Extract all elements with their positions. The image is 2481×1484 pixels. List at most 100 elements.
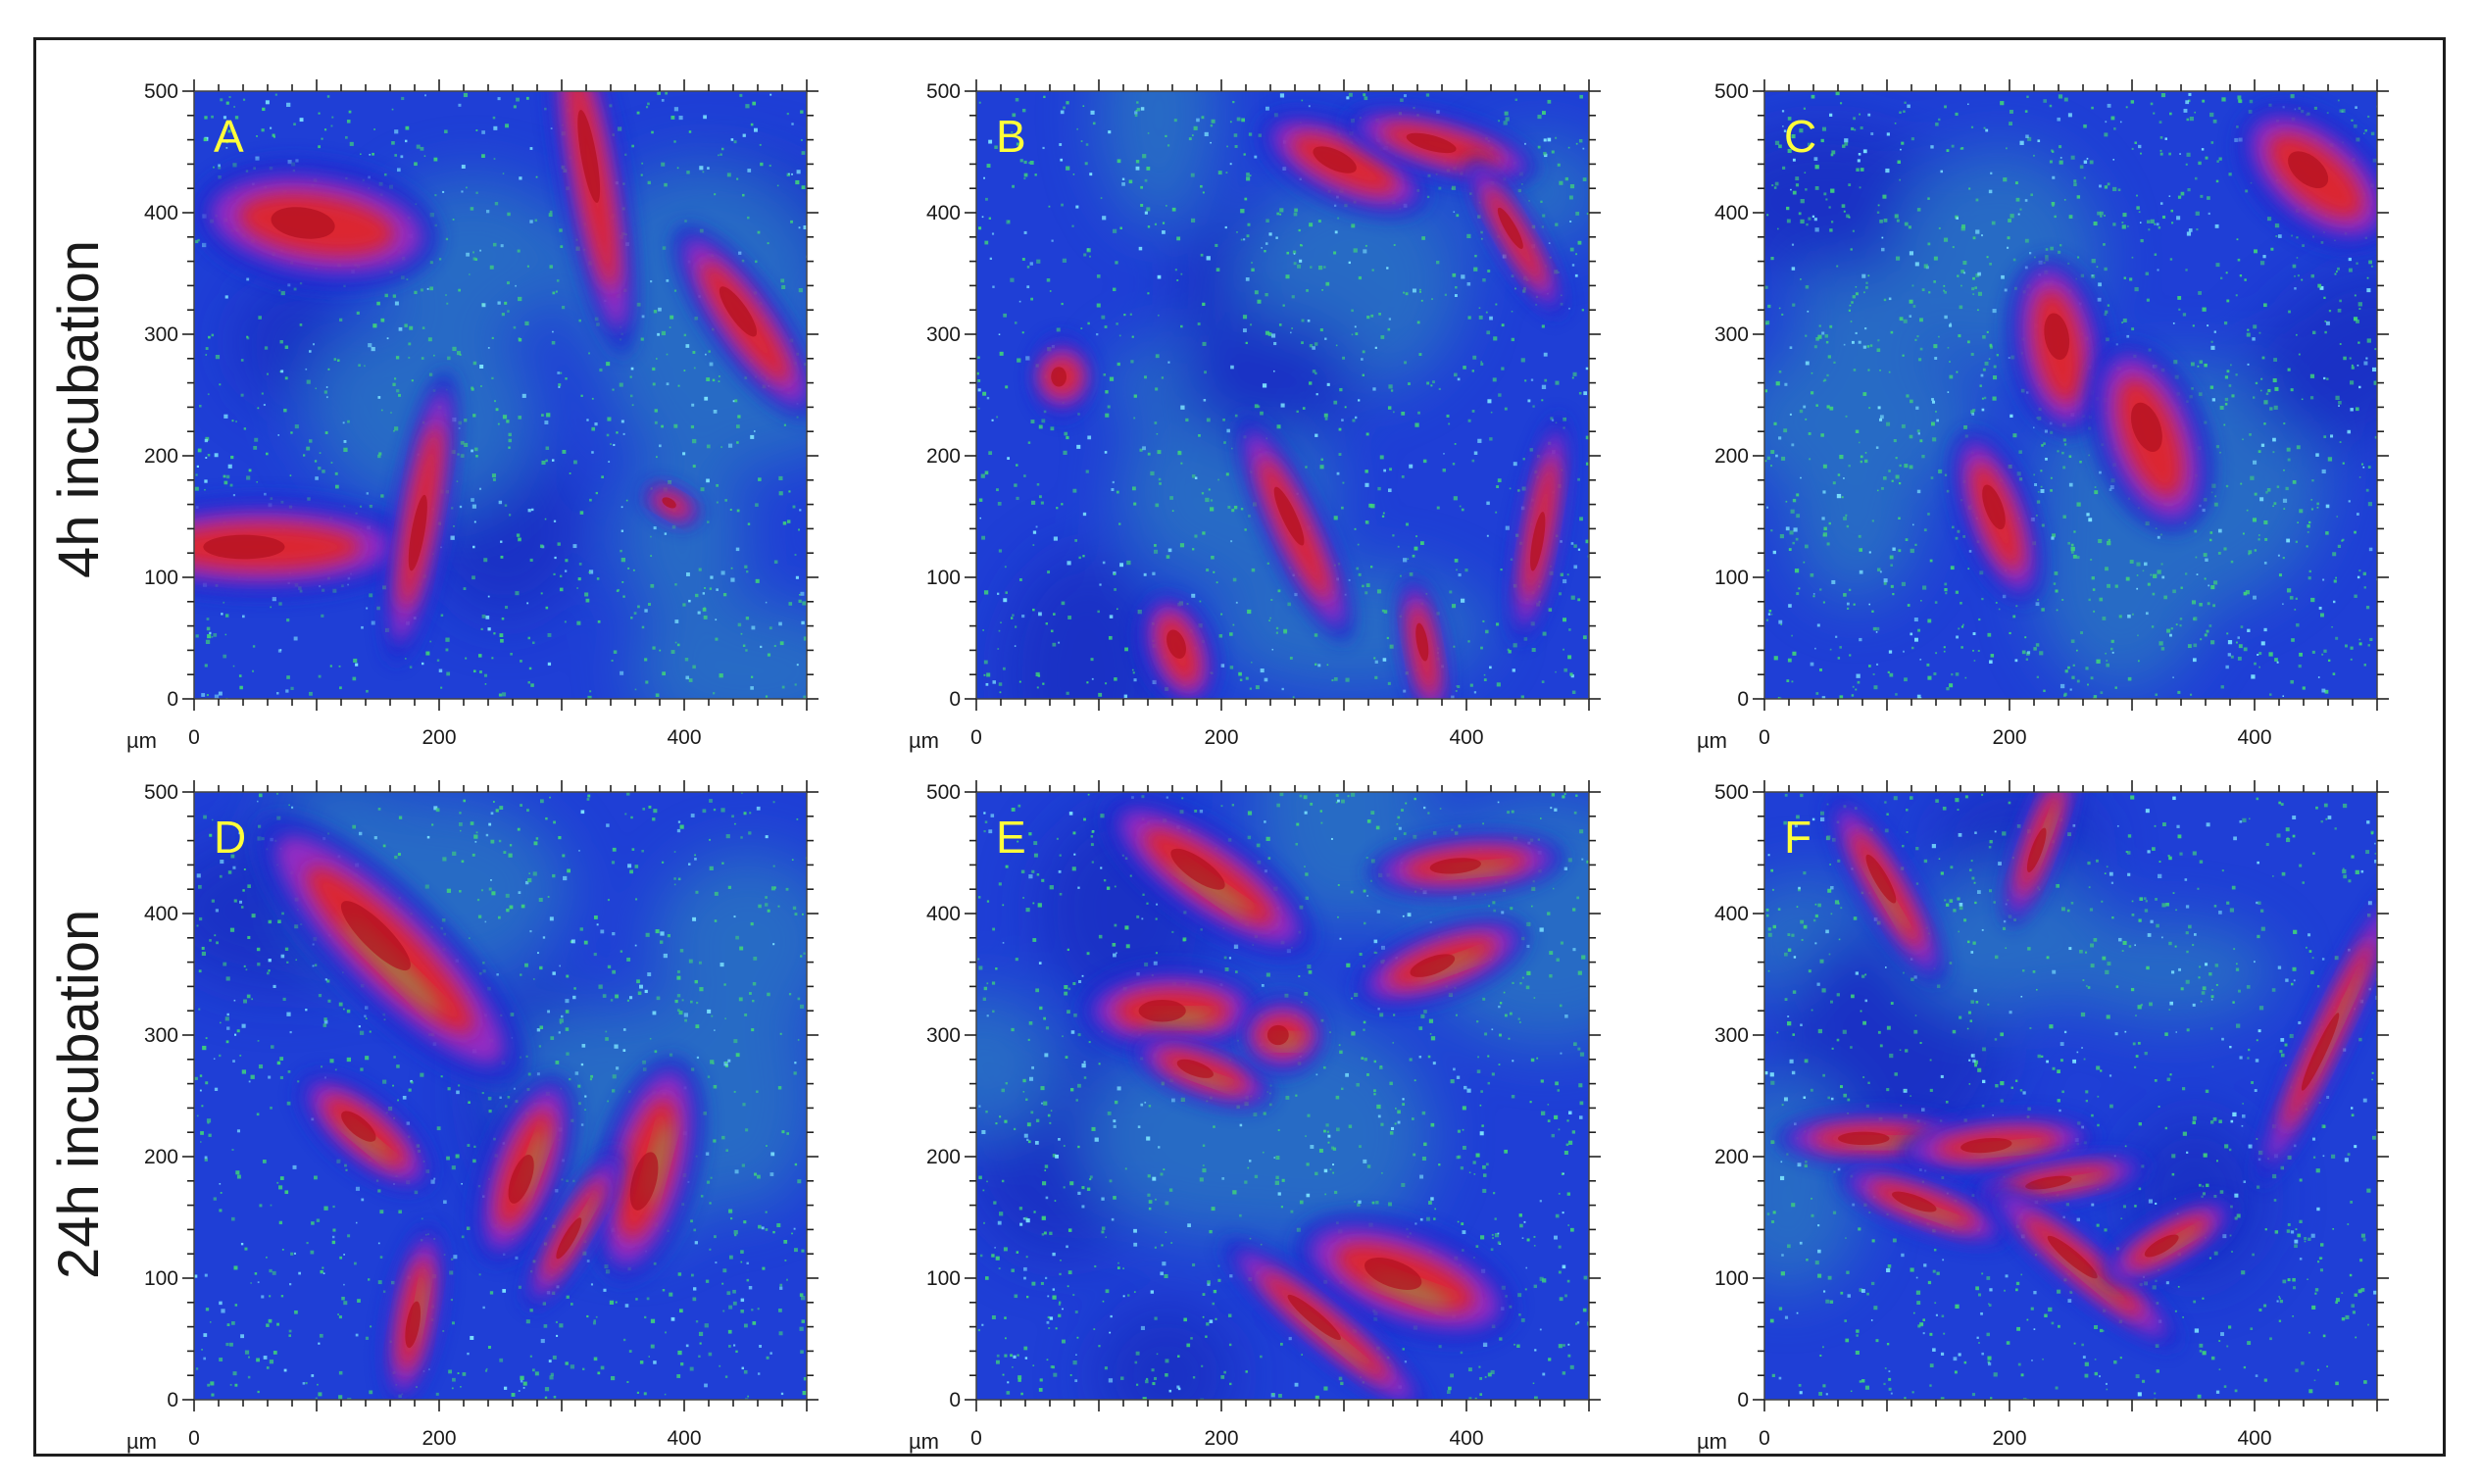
panel-letter: C <box>1784 111 1816 162</box>
panel-letter: F <box>1784 812 1811 863</box>
y-tick-label: 100 <box>1714 1267 1749 1290</box>
micrograph-image <box>1764 91 2377 699</box>
panel-a: 0 100 200 300 400 500 0 200 400 µm A <box>116 72 836 777</box>
y-tick-label: 200 <box>926 1146 961 1168</box>
row-label-4h: 4h incubation <box>47 239 111 578</box>
plot-frame <box>1763 791 2378 1401</box>
y-tick-label: 500 <box>144 781 178 804</box>
cell <box>194 158 440 292</box>
x-tick-label: 0 <box>188 1427 200 1450</box>
y-tick-label: 300 <box>926 323 961 346</box>
panel-d-svg: 0 100 200 300 400 500 0 200 400 µm D <box>126 780 819 1454</box>
y-tick-label: 0 <box>1737 1389 1749 1411</box>
y-tick-label: 0 <box>949 1389 961 1411</box>
y-tick-label: 300 <box>926 1024 961 1047</box>
y-tick-label: 100 <box>1714 567 1749 589</box>
cell <box>1827 795 1947 984</box>
cell <box>382 1224 447 1400</box>
y-tick-label: 500 <box>926 781 961 804</box>
cell <box>1950 429 2045 604</box>
panel-f-svg: 0 100 200 300 400 500 0 200 400 µm F <box>1697 780 2389 1454</box>
cell <box>382 370 459 664</box>
x-tick-label: 200 <box>1992 1427 2026 1450</box>
x-tick-label: 400 <box>2237 1427 2271 1450</box>
y-tick-label: 500 <box>1714 781 1749 804</box>
cell <box>1235 415 1355 642</box>
y-tick-label: 0 <box>167 1389 178 1411</box>
x-tick-label: 200 <box>422 1427 456 1450</box>
cell <box>2236 102 2377 250</box>
cell <box>2002 792 2079 927</box>
y-tick-label: 100 <box>926 567 961 589</box>
y-tick-label: 200 <box>1714 445 1749 468</box>
y-tick-label: 0 <box>167 688 178 711</box>
x-tick-label: 200 <box>1204 1427 1238 1450</box>
x-tick-label: 400 <box>667 726 701 749</box>
micrograph-image <box>194 792 807 1400</box>
panel-letter: B <box>996 111 1026 162</box>
cell <box>2103 1197 2235 1287</box>
y-tick-label: 100 <box>144 567 178 589</box>
y-tick-label: 300 <box>144 323 178 346</box>
x-tick-label: 0 <box>1759 726 1770 749</box>
panel-a-svg: 0 100 200 300 400 500 0 200 400 µm A <box>126 79 819 753</box>
y-tick-label: 300 <box>1714 323 1749 346</box>
plot-frame <box>1763 90 2378 700</box>
x-tick-label: 400 <box>2237 726 2271 749</box>
y-tick-label: 100 <box>144 1267 178 1290</box>
cell <box>644 482 700 526</box>
cell <box>1132 1033 1274 1111</box>
panel-e-svg: 0 100 200 300 400 500 0 200 400 µm E <box>909 780 1601 1454</box>
cell <box>1032 334 1092 420</box>
panel-f: 0 100 200 300 400 500 0 200 400 µm F <box>1686 772 2407 1478</box>
panel-e: 0 100 200 300 400 500 0 200 400 µm E <box>898 772 1618 1478</box>
x-tick-label: 200 <box>1204 726 1238 749</box>
axis-ticks <box>1753 780 2389 1411</box>
cell <box>2086 342 2215 533</box>
cell <box>1837 1164 2010 1247</box>
y-tick-label: 200 <box>144 445 178 468</box>
panel-b-svg: 0 100 200 300 400 500 0 200 400 µm B <box>909 79 1601 753</box>
cell <box>194 495 420 599</box>
axis-unit-label: µm <box>126 728 157 753</box>
axis-unit-label: µm <box>909 1429 939 1454</box>
x-tick-label: 200 <box>422 726 456 749</box>
y-tick-label: 500 <box>1714 80 1749 103</box>
cell <box>523 1150 624 1310</box>
y-tick-label: 400 <box>144 202 178 224</box>
y-tick-label: 0 <box>1737 688 1749 711</box>
axis-ticks <box>1753 79 2389 711</box>
axis-unit-label: µm <box>909 728 939 753</box>
cell <box>1465 157 1565 318</box>
y-tick-label: 500 <box>926 80 961 103</box>
plot-frame <box>193 791 808 1401</box>
x-tick-label: 0 <box>1759 1427 1770 1450</box>
cell <box>2255 884 2377 1186</box>
y-tick-label: 300 <box>144 1024 178 1047</box>
y-tick-label: 300 <box>1714 1024 1749 1047</box>
cell <box>1397 576 1451 699</box>
cell <box>1986 1183 2180 1349</box>
y-tick-label: 400 <box>1714 903 1749 925</box>
cell <box>2006 256 2111 437</box>
cell <box>1081 964 1264 1058</box>
plot-frame <box>975 90 1590 700</box>
y-tick-label: 0 <box>949 688 961 711</box>
panel-d: 0 100 200 300 400 500 0 200 400 µm D <box>116 772 836 1478</box>
row-label-24h: 24h incubation <box>47 909 111 1279</box>
y-tick-label: 100 <box>926 1267 961 1290</box>
cell <box>1222 1239 1429 1400</box>
panel-letter: A <box>214 111 244 162</box>
axis-ticks <box>965 79 1601 711</box>
micrograph-image <box>1764 792 2377 1400</box>
y-tick-label: 200 <box>926 445 961 468</box>
axis-unit-label: µm <box>1697 728 1727 753</box>
axis-ticks <box>182 79 819 711</box>
cell <box>1104 796 1315 959</box>
x-tick-label: 400 <box>1449 726 1483 749</box>
cell <box>589 1056 706 1282</box>
plot-frame <box>975 791 1590 1401</box>
plot-frame <box>193 90 808 700</box>
y-tick-label: 400 <box>1714 202 1749 224</box>
x-tick-label: 400 <box>1449 1427 1483 1450</box>
